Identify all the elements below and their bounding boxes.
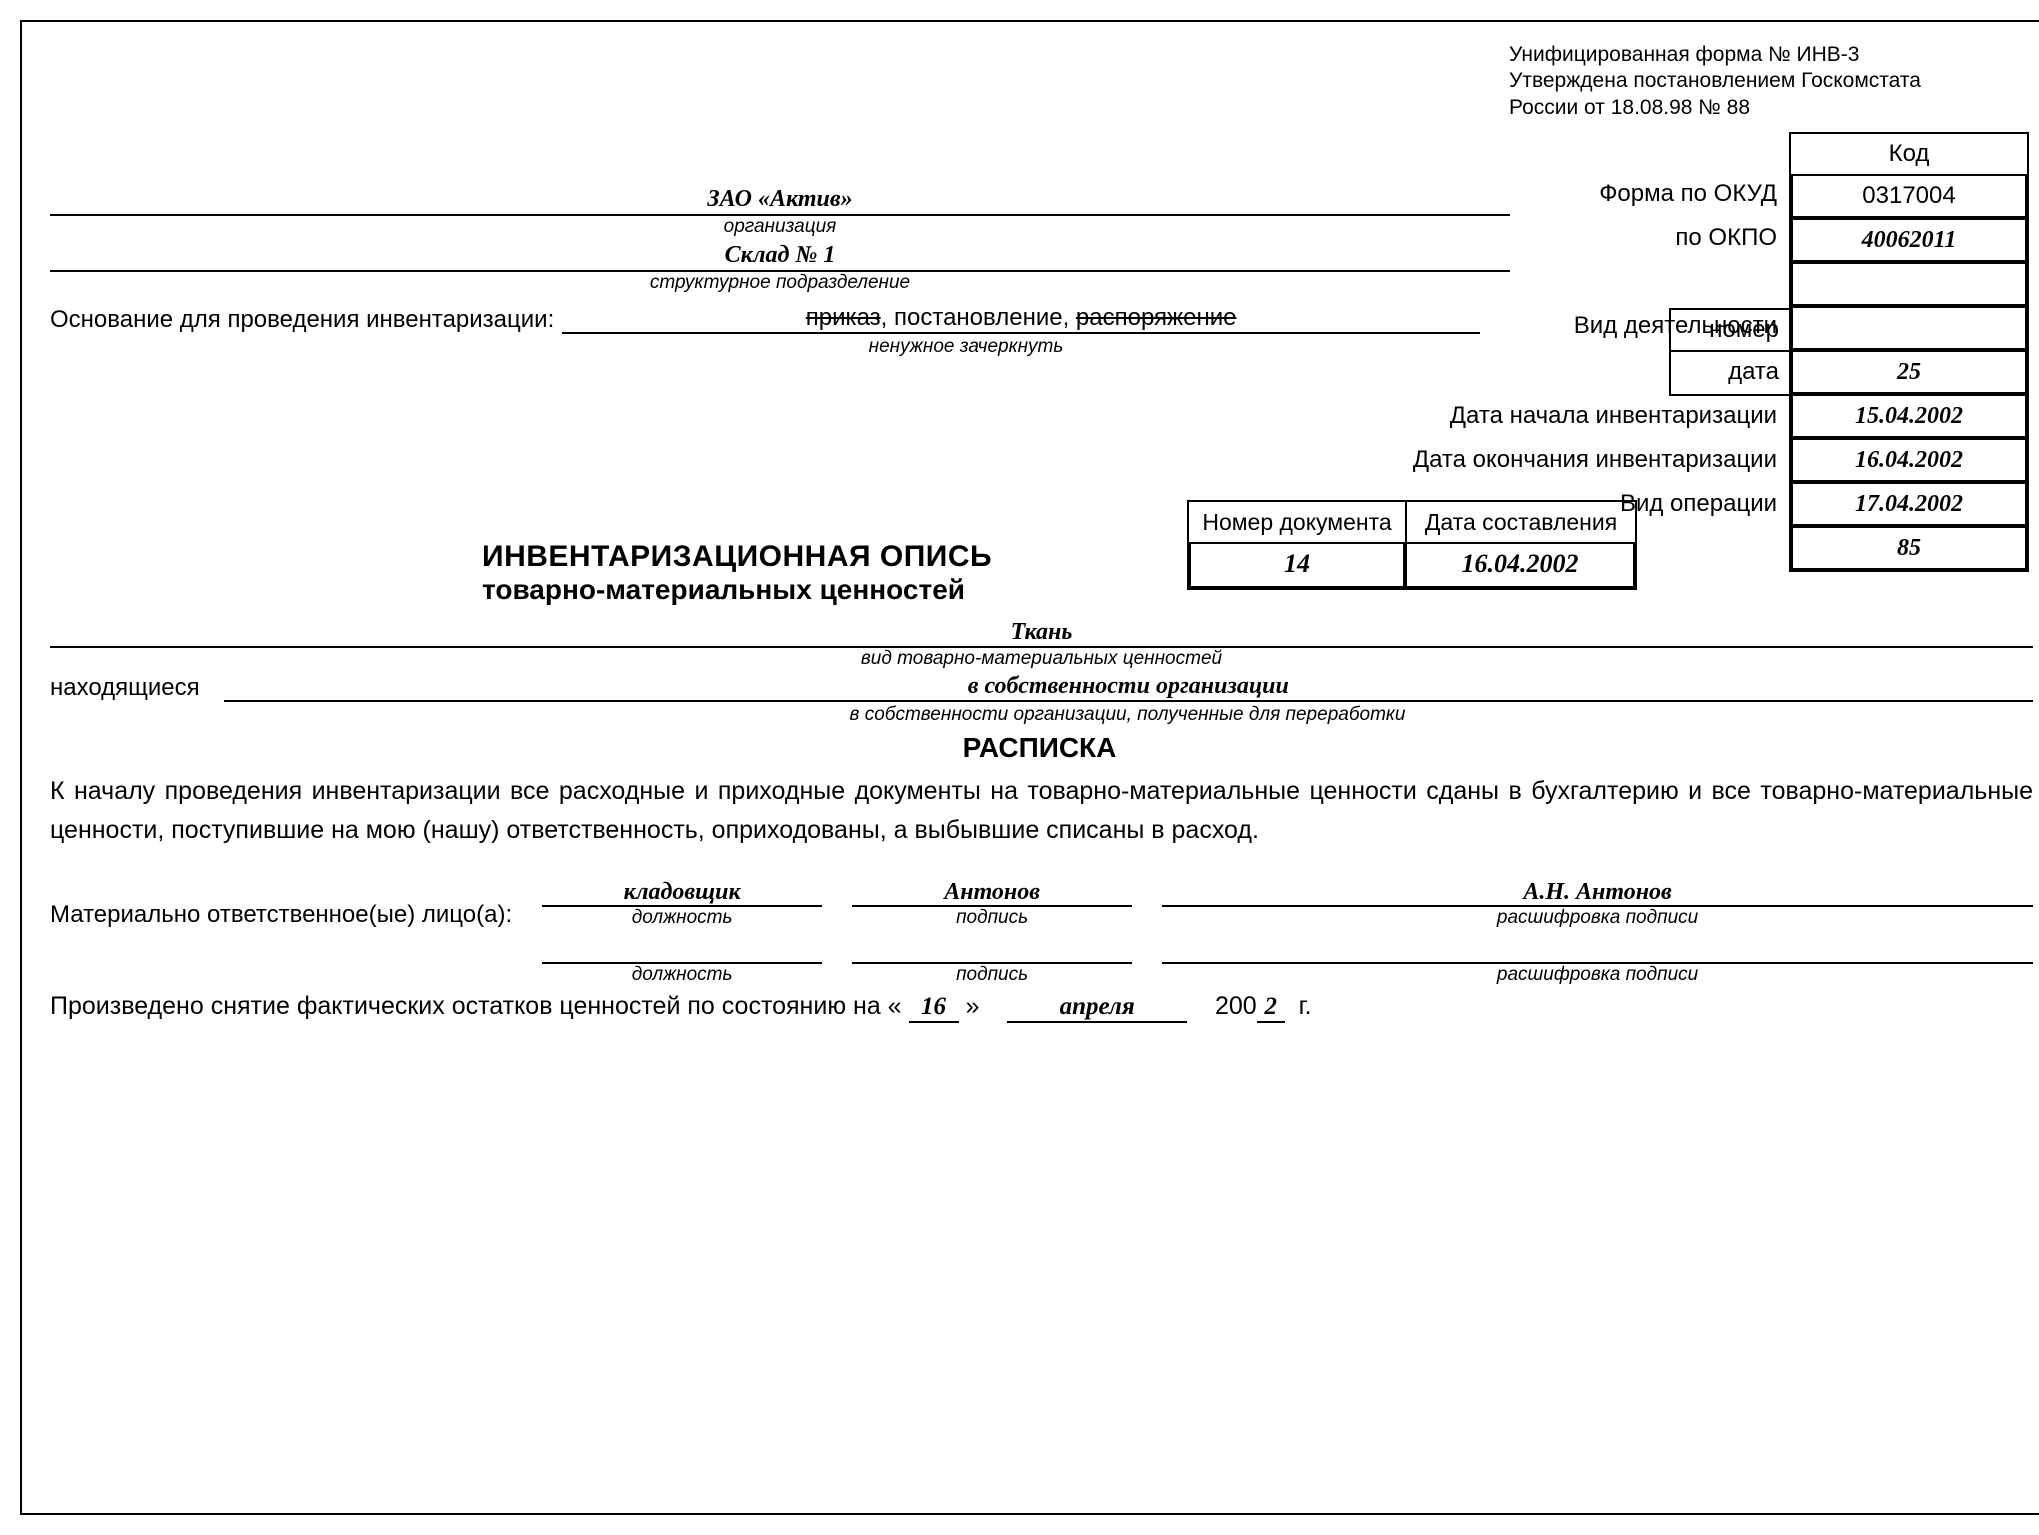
activity-value	[1789, 308, 2029, 352]
doc-num-header: Номер документа	[1187, 500, 1407, 544]
final-year-digit: 2	[1257, 993, 1285, 1023]
org-name-sub: организация	[50, 216, 1510, 238]
basis-row: Основание для проведения инвентаризации:…	[50, 302, 1480, 334]
okud-value: 0317004	[1789, 176, 2029, 220]
position-sub1: должность	[542, 907, 822, 929]
optype-value: 85	[1789, 528, 2029, 572]
form-header-line2: Утверждена постановлением Госкомстата	[1509, 68, 2029, 94]
responsible-row-2: Материально ответственное(ые) лицо(а): д…	[50, 934, 2033, 986]
code-column: Код 0317004 40062011 25 15.04.2002 16.04…	[1789, 132, 2029, 572]
form-header-line3: России от 18.08.98 № 88	[1509, 95, 2029, 121]
basis-sep1: ,	[881, 304, 894, 331]
resp2-fullname	[1162, 934, 2033, 964]
receipt-text: К началу проведения инвентаризации все р…	[50, 772, 2033, 850]
code-header: Код	[1789, 132, 2029, 176]
basis-opt1: приказ	[806, 304, 881, 331]
basis-date-value: 15.04.2002	[1789, 396, 2029, 440]
start-date-value: 16.04.2002	[1789, 440, 2029, 484]
final-day: 16	[909, 993, 959, 1023]
doc-date-header: Дата составления	[1407, 500, 1637, 544]
org-name: ЗАО «Актив»	[50, 182, 1510, 216]
date-label: дата	[1669, 352, 1789, 396]
position-sub2: должность	[542, 964, 822, 986]
end-label: Дата окончания инвентаризации	[1413, 438, 1777, 482]
receipt-title: РАСПИСКА	[22, 732, 2039, 764]
end-date-value: 17.04.2002	[1789, 484, 2029, 528]
basis-opt2: постановление	[894, 304, 1063, 331]
located-value: в собственности организации	[224, 670, 2033, 702]
org-dept: Склад № 1	[50, 238, 1510, 272]
form-header-line1: Унифицированная форма № ИНВ-3	[1509, 42, 2029, 68]
doc-num-value: 14	[1187, 544, 1407, 590]
final-year-prefix: 200	[1215, 992, 1257, 1020]
resp1-signature: Антонов	[852, 877, 1132, 907]
form-page: Унифицированная форма № ИНВ-3 Утверждена…	[20, 20, 2039, 1515]
doc-box: Номер документа 14 Дата составления 16.0…	[1187, 500, 1637, 590]
form-header: Унифицированная форма № ИНВ-3 Утверждена…	[1509, 42, 2029, 121]
basis-fill: приказ, постановление, распоряжение	[562, 302, 1480, 334]
located-row: находящиеся в собственности организации	[50, 670, 2033, 702]
org-dept-sub: структурное подразделение	[50, 272, 1510, 294]
fullname-sub1: расшифровка подписи	[1162, 907, 2033, 929]
type-value: Ткань	[50, 616, 2033, 648]
final-mid1: »	[965, 992, 979, 1020]
number-label: номер	[1669, 308, 1789, 352]
basis-sub: ненужное зачеркнуть	[452, 336, 1480, 358]
okpo-value: 40062011	[1789, 220, 2029, 264]
located-label: находящиеся	[50, 674, 224, 702]
type-block: Ткань вид товарно-материальных ценностей	[50, 616, 2033, 670]
responsible-label: Материально ответственное(ые) лицо(а):	[50, 901, 512, 929]
basis-number-value: 25	[1789, 352, 2029, 396]
doc-date-value: 16.04.2002	[1407, 544, 1637, 590]
basis-sep2: ,	[1063, 304, 1076, 331]
okpo-label: по ОКПО	[1574, 216, 1777, 260]
numdate-labels: номер дата	[1669, 308, 1789, 396]
basis-label: Основание для проведения инвентаризации:	[50, 306, 562, 334]
resp2-signature	[852, 934, 1132, 964]
final-row: Произведено снятие фактических остатков …	[50, 992, 2033, 1023]
fullname-sub2: расшифровка подписи	[1162, 964, 2033, 986]
final-prefix: Произведено снятие фактических остатков …	[50, 992, 902, 1020]
okud-label: Форма по ОКУД	[1574, 172, 1777, 216]
title-main: ИНВЕНТАРИЗАЦИОННАЯ ОПИСЬ	[482, 540, 992, 574]
org-block: ЗАО «Актив» организация Склад № 1 структ…	[50, 182, 1510, 294]
final-suffix: г.	[1299, 992, 1312, 1020]
responsible-row-1: Материально ответственное(ые) лицо(а): к…	[50, 877, 2033, 929]
title-block: ИНВЕНТАРИЗАЦИОННАЯ ОПИСЬ товарно-материа…	[482, 540, 992, 606]
resp1-position: кладовщик	[542, 877, 822, 907]
located-sub: в собственности организации, полученные …	[222, 704, 2033, 726]
resp1-fullname: А.Н. Антонов	[1162, 877, 2033, 907]
empty-label-1	[1574, 260, 1777, 304]
signature-sub2: подпись	[852, 964, 1132, 986]
type-sub: вид товарно-материальных ценностей	[50, 648, 2033, 670]
final-month: апреля	[1007, 993, 1187, 1023]
resp2-position	[542, 934, 822, 964]
title-sub: товарно-материальных ценностей	[482, 574, 992, 606]
basis-opt3: распоряжение	[1076, 304, 1237, 331]
signature-sub1: подпись	[852, 907, 1132, 929]
start-label: Дата начала инвентаризации	[1413, 394, 1777, 438]
empty-cell-1	[1789, 264, 2029, 308]
